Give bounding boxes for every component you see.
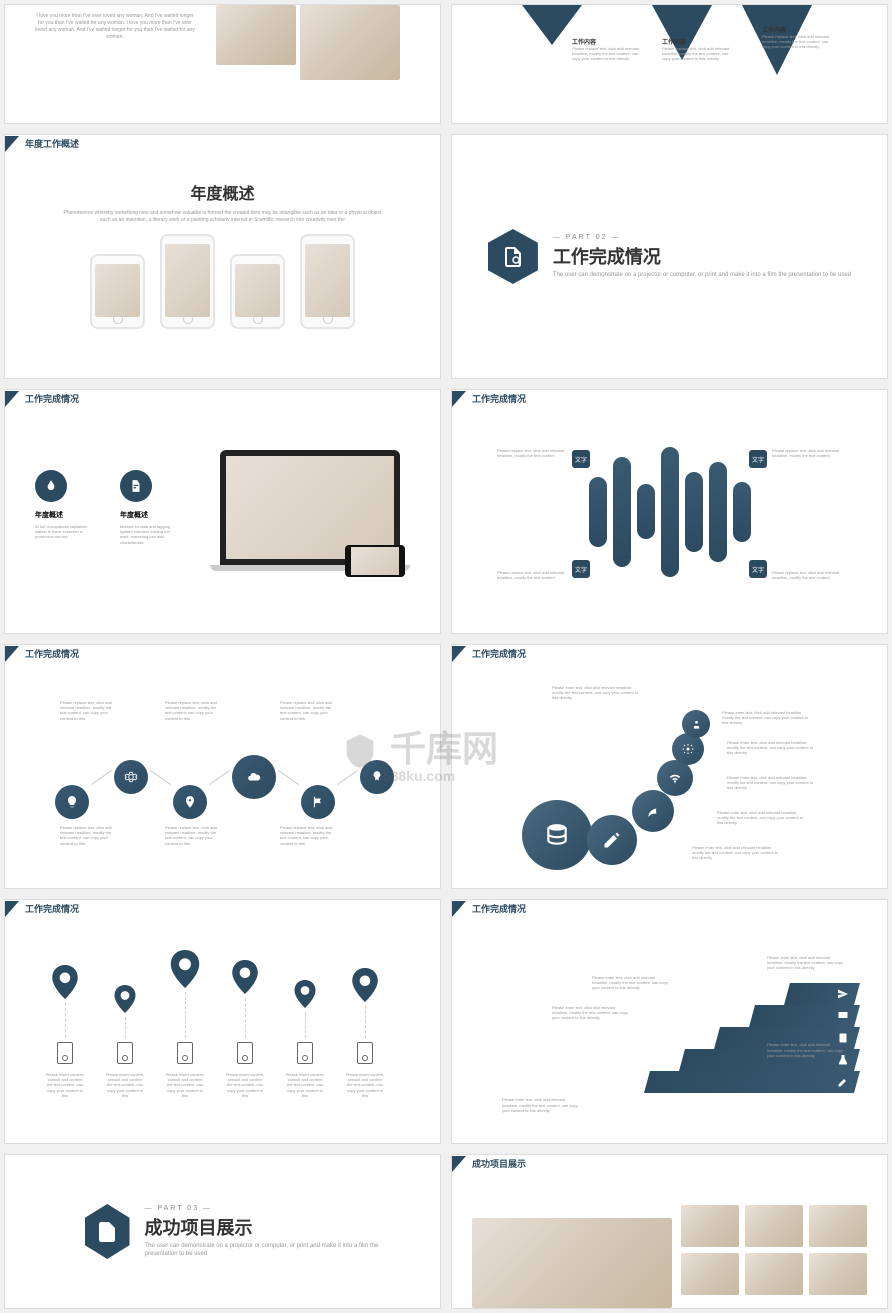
s12-photo-grid <box>681 1205 867 1295</box>
s2-desc-2: Please replace text, click add relevant … <box>662 46 732 62</box>
monitor-icon <box>749 1005 860 1027</box>
zig-txt-3: Please replace text, click add relevant … <box>280 700 335 721</box>
s5-desc-2: Marked for data and tagging system inten… <box>120 524 175 545</box>
tag-3: 文字 <box>572 560 590 578</box>
stair-txt-1: Please enter text, click add relevant he… <box>767 955 847 971</box>
slide-12: 成功项目展示 <box>451 1154 888 1309</box>
slide-10: 工作完成情况 Please enter text, click add rele… <box>451 899 888 1144</box>
tag-txt-2: Please replace text, click add relevant … <box>772 448 842 458</box>
s8-tab: 工作完成情况 <box>466 645 532 662</box>
s7-tab: 工作完成情况 <box>19 645 85 662</box>
zig-txt-2: Please replace text, click add relevant … <box>165 700 220 721</box>
slide-7: 工作完成情况 Please replace text, click add re… <box>4 644 441 889</box>
ring-txt-1: Please enter text, click add relevant he… <box>722 710 812 726</box>
s5-lbl-2: 年度概述 <box>120 510 175 520</box>
zig-txt-6: Please replace text, click add relevant … <box>280 825 335 846</box>
s12-main-photo <box>472 1218 672 1308</box>
stair-txt-4: Please enter text, click add relevant he… <box>767 1042 847 1058</box>
s11-title: 成功项目展示 <box>145 1214 410 1240</box>
phones-row <box>5 234 440 329</box>
s9-tab: 工作完成情况 <box>19 900 85 917</box>
ring-txt-5: Please enter text, click add relevant he… <box>692 845 782 861</box>
leaf-icon <box>632 790 674 832</box>
stair-txt-2: Please enter text, click add relevant he… <box>592 975 672 991</box>
s3-tab: 年度工作概述 <box>19 135 85 152</box>
gear-icon <box>114 760 148 794</box>
s5-desc-1: At fuit Occupatiosa capitalism station h… <box>35 524 90 540</box>
slide-6: 工作完成情况 文字 Please replace text, click add… <box>451 389 888 634</box>
s4-title: 工作完成情况 <box>553 243 851 269</box>
slide-1: I love you more than I've ever loved any… <box>4 4 441 124</box>
zig-txt-1: Please replace text, click add relevant … <box>60 700 115 721</box>
tag-4: 文字 <box>749 560 767 578</box>
slide-4: — PART 02 — 工作完成情况 The user can demonstr… <box>451 134 888 379</box>
pins-row: Please insert content, consult and confi… <box>45 950 385 1098</box>
hex-icon <box>488 229 538 284</box>
s3-desc: Phenomenon whereby something new and som… <box>63 210 383 224</box>
zig-txt-5: Please replace text, click add relevant … <box>165 825 220 846</box>
tag-txt-4: Please replace text, click add relevant … <box>772 570 842 580</box>
gears-icon <box>672 733 704 765</box>
tag-txt-1: Please replace text, click add relevant … <box>497 448 567 458</box>
s2-label-2: 工作内容 <box>662 37 732 46</box>
edit-icon <box>587 815 637 865</box>
slide-5: 工作完成情况 年度概述 At fuit Occupatiosa capitali… <box>4 389 441 634</box>
s2-label-3: 工作内容 <box>762 25 832 34</box>
stair-txt-3: Please enter text, click add relevant he… <box>552 1005 632 1021</box>
s5-tab: 工作完成情况 <box>19 390 85 407</box>
s11-desc: The user can demonstrate on a projector … <box>145 1242 410 1259</box>
slide-9: 工作完成情况 Please insert content, consult an… <box>4 899 441 1144</box>
ring-txt-4: Please enter text, click add relevant he… <box>717 810 807 826</box>
zig-txt-4: Please replace text, click add relevant … <box>60 825 115 846</box>
location-icon <box>173 785 207 819</box>
ring-txt-2: Please enter text, click add relevant he… <box>727 740 817 756</box>
hex-icon-2 <box>85 1204 130 1259</box>
team-icon <box>682 710 710 738</box>
database-icon <box>522 800 592 870</box>
cloud-icon <box>232 755 276 799</box>
zigzag-flow <box>55 735 394 819</box>
ring-txt-3: Please enter text, click add relevant he… <box>727 775 817 791</box>
slide1-images <box>216 5 400 80</box>
plane-icon <box>784 983 860 1005</box>
slide1-text: I love you more than I've ever loved any… <box>35 13 195 41</box>
bulb-icon <box>55 785 89 819</box>
s10-tab: 工作完成情况 <box>466 900 532 917</box>
stair-txt-5: Please enter text, click add relevant he… <box>502 1097 582 1113</box>
s2-label-1: 工作内容 <box>572 37 642 46</box>
s2-desc-1: Please replace text, click add relevant … <box>572 46 642 62</box>
slide-11: — PART 03 — 成功项目展示 The user can demonstr… <box>4 1154 441 1309</box>
s4-desc: The user can demonstrate on a projector … <box>553 271 851 279</box>
ring-txt-0: Please enter text, click add relevant he… <box>552 685 642 701</box>
mobile-mockup <box>345 545 405 577</box>
wifi-icon <box>657 760 693 796</box>
tag-txt-3: Please replace text, click add relevant … <box>497 570 567 580</box>
s3-title: 年度概述 <box>5 180 440 204</box>
s6-tab: 工作完成情况 <box>466 390 532 407</box>
s12-tab: 成功项目展示 <box>466 1155 532 1172</box>
doc-icon <box>120 470 152 502</box>
s11-part: — PART 03 — <box>145 1205 410 1212</box>
slide-3: 年度工作概述 年度概述 Phenomenon whereby something… <box>4 134 441 379</box>
flag-icon <box>301 785 335 819</box>
tag-2: 文字 <box>749 450 767 468</box>
tag-1: 文字 <box>572 450 590 468</box>
s4-part: — PART 02 — <box>553 234 851 241</box>
bar-chart <box>589 447 751 577</box>
s2-desc-3: Please replace text, click add relevant … <box>762 34 832 50</box>
slide-8: 工作完成情况 Please enter text, click add rele… <box>451 644 888 889</box>
rocket-icon <box>360 760 394 794</box>
drop-icon <box>35 470 67 502</box>
slide-2: 工作内容 Please replace text, click add rele… <box>451 4 888 124</box>
s5-lbl-1: 年度概述 <box>35 510 90 520</box>
pencil-icon <box>644 1071 860 1093</box>
